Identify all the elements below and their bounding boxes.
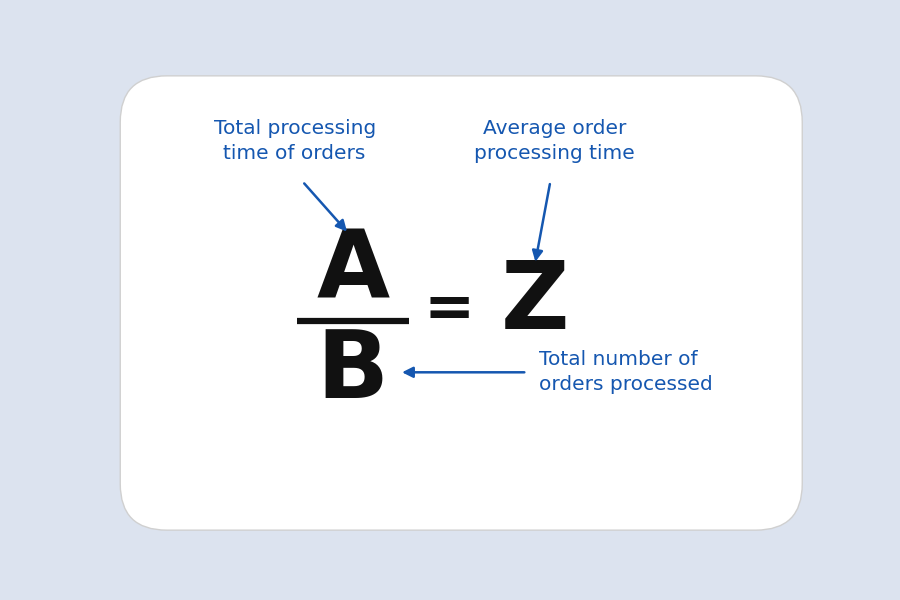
Text: Total processing
time of orders: Total processing time of orders [213,119,376,163]
Text: Z: Z [500,257,569,349]
Text: A: A [316,226,390,318]
Text: Total number of
orders processed: Total number of orders processed [539,350,713,394]
Text: Average order
processing time: Average order processing time [474,119,634,163]
Text: B: B [317,326,389,418]
FancyBboxPatch shape [121,76,802,530]
Text: =: = [424,281,475,340]
